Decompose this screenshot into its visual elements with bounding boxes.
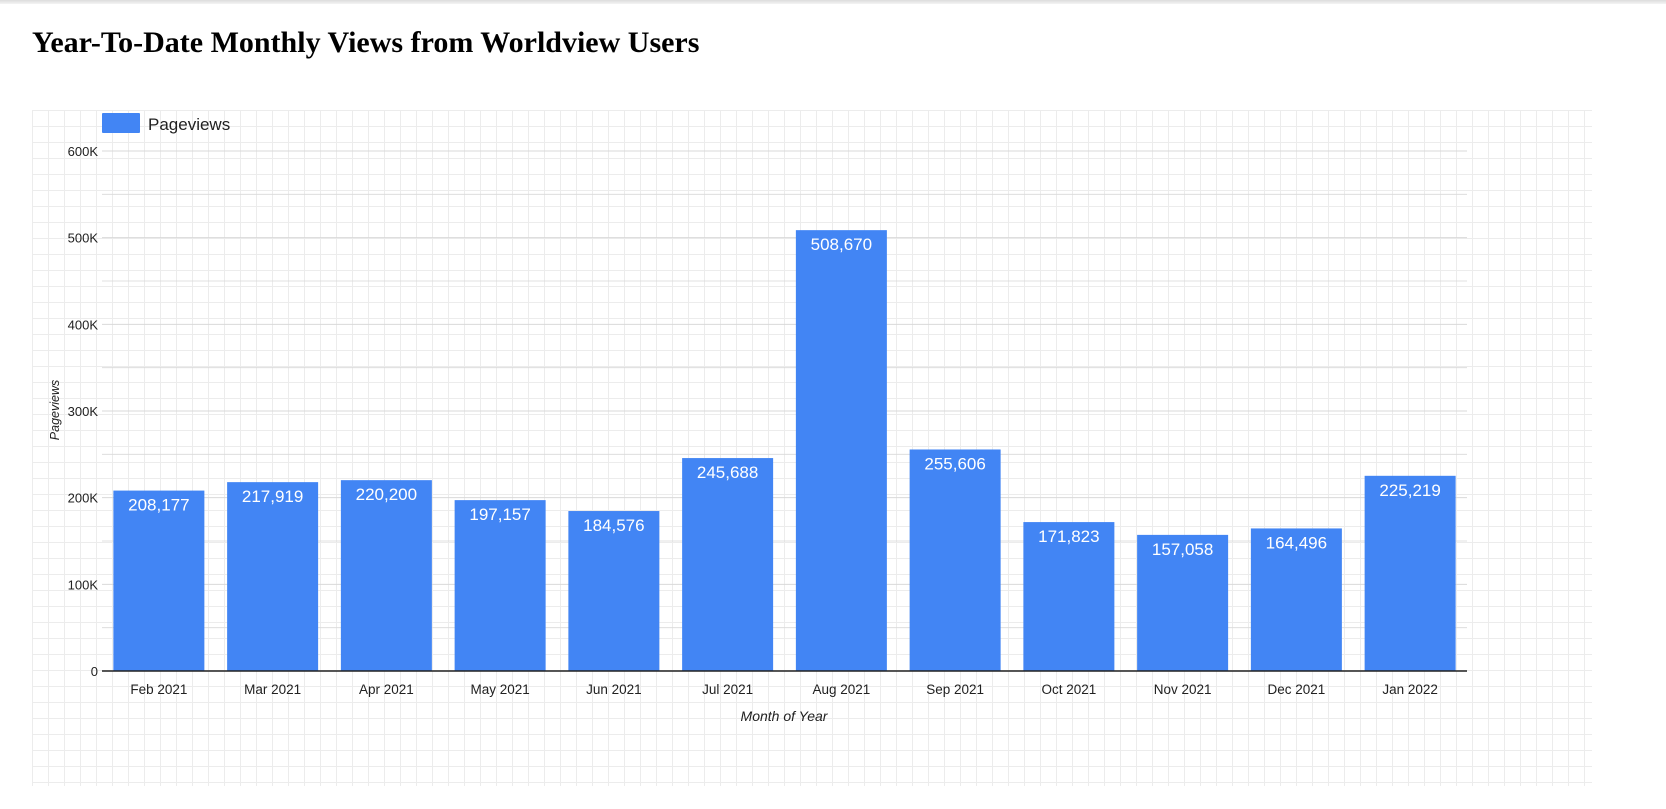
x-tick-label: Jan 2022 (1382, 682, 1438, 697)
bar (113, 490, 205, 671)
bar (1137, 534, 1229, 671)
bar-value-label: 220,200 (356, 485, 417, 504)
chart-panel: 0 100K 200K 300K 400K 500K 600K 208,177 217,919… (32, 110, 1592, 786)
bar-value-label: 184,576 (583, 516, 644, 535)
bar-value-label: 164,496 (1266, 533, 1327, 552)
bar (795, 230, 887, 672)
y-axis-ticks: 0 100K 200K 300K 400K 500K 600K (68, 144, 99, 679)
y-tick-label: 300K (68, 404, 99, 419)
bar-value-label: 171,823 (1038, 527, 1099, 546)
x-tick-label: Jun 2021 (586, 682, 642, 697)
bar-value-label: 508,670 (811, 235, 872, 254)
x-tick-label: Aug 2021 (812, 682, 870, 697)
bar (909, 449, 1001, 671)
bar-chart: 0 100K 200K 300K 400K 500K 600K 208,177 217,919… (48, 113, 1467, 724)
bar-value-label: 245,688 (697, 463, 758, 482)
x-tick-label: Apr 2021 (359, 682, 414, 697)
x-tick-label: Jul 2021 (702, 682, 753, 697)
x-tick-label: Feb 2021 (130, 682, 187, 697)
top-border (0, 0, 1666, 4)
bar-value-label: 197,157 (469, 505, 530, 524)
x-tick-label: Sep 2021 (926, 682, 984, 697)
x-tick-label: Oct 2021 (1041, 682, 1096, 697)
x-tick-label: Mar 2021 (244, 682, 301, 697)
bar (1364, 475, 1456, 671)
bar-value-label: 225,219 (1379, 481, 1440, 500)
y-tick-label: 500K (68, 231, 99, 246)
y-tick-label: 200K (68, 491, 99, 506)
bar (568, 511, 660, 671)
y-axis-title: Pageviews (48, 380, 62, 440)
x-tick-label: Dec 2021 (1267, 682, 1325, 697)
x-axis-ticks: Feb 2021 Mar 2021 Apr 2021 May 2021 Jun 2021… (130, 682, 1438, 697)
bar-value-label: 208,177 (128, 496, 189, 515)
y-tick-label: 0 (91, 664, 98, 679)
y-tick-label: 100K (68, 577, 99, 592)
legend-label: Pageviews (148, 115, 230, 134)
page-title: Year-To-Date Monthly Views from Worldvie… (32, 26, 700, 59)
bar (227, 482, 319, 671)
x-axis-title: Month of Year (741, 708, 829, 724)
bar (682, 458, 774, 671)
x-tick-label: Nov 2021 (1154, 682, 1212, 697)
legend[interactable]: Pageviews (102, 113, 230, 134)
bar-value-label: 217,919 (242, 487, 303, 506)
legend-swatch (102, 113, 140, 133)
bar (454, 500, 546, 671)
bars: 208,177 217,919 220,200 197,157 184,576 245,6… (113, 230, 1456, 672)
bar (1250, 528, 1342, 671)
bar (340, 480, 432, 671)
x-tick-label: May 2021 (470, 682, 529, 697)
gridlines (102, 150, 1467, 629)
bar-value-label: 157,058 (1152, 540, 1213, 559)
bar-value-label: 255,606 (924, 454, 985, 473)
y-tick-label: 600K (68, 144, 99, 159)
bar (1023, 522, 1115, 671)
y-tick-label: 400K (68, 317, 99, 332)
